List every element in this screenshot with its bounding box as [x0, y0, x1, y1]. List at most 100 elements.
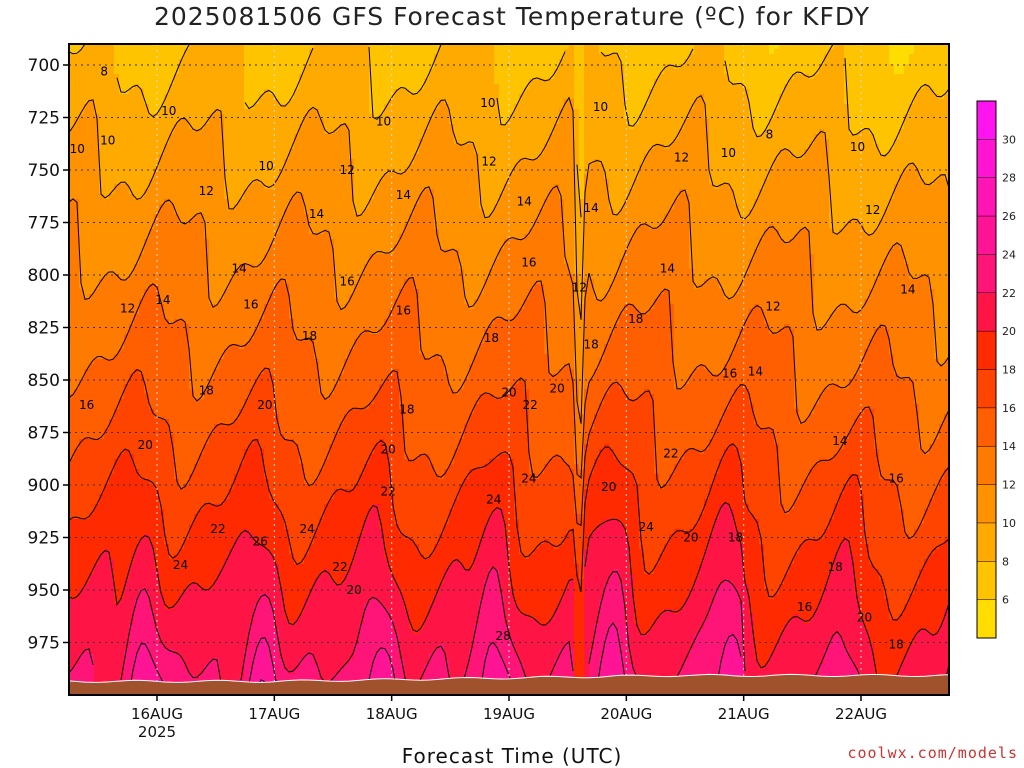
field-cell: [204, 629, 210, 635]
field-cell: [249, 54, 255, 60]
field-cell: [119, 634, 125, 640]
field-cell: [184, 449, 190, 455]
field-cell: [129, 134, 135, 140]
field-cell: [244, 429, 250, 435]
field-cell: [214, 394, 220, 400]
field-cell: [159, 464, 165, 470]
field-cell: [154, 154, 160, 160]
field-cell: [204, 299, 210, 305]
field-cell: [234, 259, 240, 265]
field-cell: [214, 384, 220, 390]
field-cell: [209, 304, 215, 310]
field-cell: [199, 559, 205, 565]
field-cell: [79, 519, 85, 525]
field-cell: [69, 534, 75, 540]
field-cell: [194, 239, 200, 245]
field-cell: [134, 254, 140, 260]
field-cell: [194, 234, 200, 240]
field-cell: [149, 264, 155, 270]
field-cell: [144, 489, 150, 495]
field-cell: [189, 454, 195, 460]
field-cell: [189, 594, 195, 600]
field-cell: [244, 509, 250, 515]
field-cell: [129, 309, 135, 315]
field-cell: [179, 619, 185, 625]
field-cell: [169, 269, 175, 275]
field-cell: [249, 674, 255, 680]
field-cell: [204, 294, 210, 300]
field-cell: [139, 124, 145, 130]
field-cell: [199, 414, 205, 420]
field-cell: [189, 194, 195, 200]
field-cell: [149, 54, 155, 60]
field-cell: [179, 534, 185, 540]
field-cell: [74, 624, 80, 630]
field-cell: [134, 284, 140, 290]
field-cell: [164, 64, 170, 70]
field-cell: [164, 94, 170, 100]
field-cell: [134, 494, 140, 500]
field-cell: [229, 599, 235, 605]
field-cell: [84, 54, 90, 60]
field-cell: [244, 334, 250, 340]
field-cell: [199, 159, 205, 165]
field-cell: [99, 644, 105, 650]
field-cell: [214, 584, 220, 590]
field-cell: [204, 519, 210, 525]
field-cell: [234, 429, 240, 435]
field-cell: [94, 394, 100, 400]
field-cell: [109, 214, 115, 220]
field-cell: [234, 459, 240, 465]
field-cell: [219, 404, 225, 410]
field-cell: [199, 379, 205, 385]
field-cell: [229, 214, 235, 220]
field-cell: [249, 464, 255, 470]
field-cell: [179, 284, 185, 290]
field-cell: [79, 434, 85, 440]
field-cell: [139, 544, 145, 550]
field-cell: [219, 199, 225, 205]
field-cell: [214, 229, 220, 235]
field-cell: [209, 74, 215, 80]
field-cell: [239, 664, 245, 670]
field-cell: [144, 159, 150, 165]
field-cell: [114, 229, 120, 235]
field-cell: [114, 234, 120, 240]
field-cell: [124, 259, 130, 265]
field-cell: [224, 309, 230, 315]
field-cell: [164, 424, 170, 430]
field-cell: [74, 599, 80, 605]
field-cell: [219, 569, 225, 575]
field-cell: [254, 619, 260, 625]
field-cell: [174, 119, 180, 125]
field-cell: [114, 69, 120, 75]
field-cell: [74, 44, 80, 50]
field-cell: [124, 554, 130, 560]
field-cell: [199, 139, 205, 145]
field-cell: [179, 664, 185, 670]
field-cell: [194, 309, 200, 315]
field-cell: [249, 624, 255, 630]
field-cell: [179, 484, 185, 490]
field-cell: [74, 464, 80, 470]
field-cell: [209, 394, 215, 400]
field-cell: [229, 199, 235, 205]
field-cell: [254, 49, 260, 55]
field-cell: [129, 204, 135, 210]
field-cell: [159, 369, 165, 375]
field-cell: [79, 319, 85, 325]
field-cell: [229, 499, 235, 505]
field-cell: [164, 659, 170, 665]
field-cell: [199, 339, 205, 345]
field-cell: [184, 499, 190, 505]
field-cell: [249, 259, 255, 265]
field-cell: [89, 419, 95, 425]
field-cell: [224, 364, 230, 370]
field-cell: [69, 254, 75, 260]
field-cell: [254, 549, 260, 555]
field-cell: [144, 494, 150, 500]
field-cell: [79, 424, 85, 430]
field-cell: [214, 529, 220, 535]
field-cell: [189, 59, 195, 65]
field-cell: [239, 54, 245, 60]
